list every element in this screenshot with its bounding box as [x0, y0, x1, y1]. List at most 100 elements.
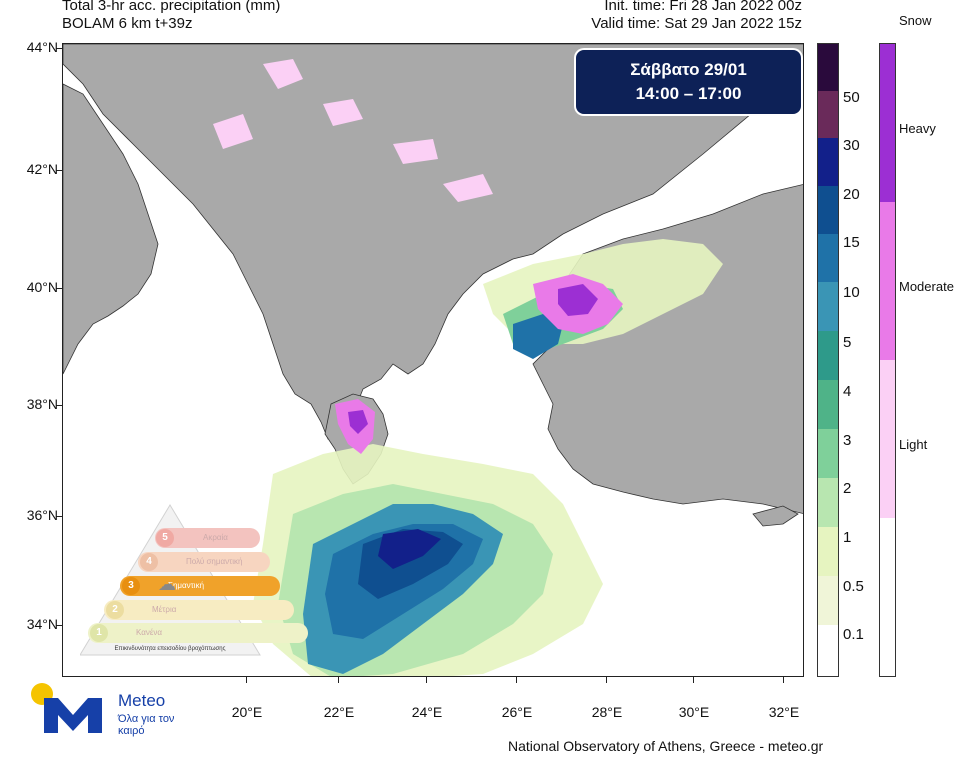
- precip-swatch: [818, 576, 838, 625]
- time-info: Init. time: Fri 28 Jan 2022 00z Valid ti…: [591, 0, 802, 33]
- snow-swatch: [880, 360, 895, 518]
- pyramid-level-4-label: Πολύ σημαντική: [186, 557, 243, 566]
- lon-label-24: 24°E: [411, 704, 443, 720]
- snow-label-moderate: Moderate: [899, 279, 954, 294]
- lon-tick: [783, 677, 784, 683]
- pyramid-level-3-label: Σημαντική: [168, 581, 205, 590]
- precip-label: 5: [843, 334, 852, 351]
- precip-swatch: [818, 625, 838, 675]
- logo-name: Meteo: [118, 691, 166, 710]
- pyramid-level-2: Μέτρια: [104, 600, 294, 620]
- precip-swatch: [818, 138, 838, 186]
- precip-label: 2: [843, 480, 852, 497]
- snow-swatch: [880, 44, 895, 202]
- precip-swatch: [818, 44, 838, 91]
- title-line-2: BOLAM 6 km t+39z: [62, 15, 193, 32]
- precip-swatch: [818, 91, 838, 138]
- snow-light-north-3: [393, 139, 438, 164]
- pyramid-level-5-label: Ακραία: [203, 533, 228, 542]
- pyramid-level-5: Ακραία: [155, 528, 260, 548]
- pyramid-num-5: 5: [156, 529, 174, 547]
- lon-label-26: 26°E: [501, 704, 533, 720]
- lon-tick: [516, 677, 517, 683]
- lon-label-20: 20°E: [231, 704, 263, 720]
- land-turkey: [532, 184, 803, 514]
- precip-swatch: [818, 331, 838, 380]
- precip-label: 4: [843, 383, 852, 400]
- lat-label-36: 36°N: [26, 507, 58, 523]
- lat-label-44: 44°N: [26, 39, 58, 55]
- init-time: Init. time: Fri 28 Jan 2022 00z: [604, 0, 802, 14]
- snow-swatch: [880, 202, 895, 360]
- map-title: Total 3-hr acc. precipitation (mm) BOLAM…: [62, 0, 280, 33]
- precipitation-map: [62, 43, 804, 677]
- precip-20mm: [378, 529, 441, 569]
- lat-label-38: 38°N: [26, 396, 58, 412]
- map-graphic: [63, 44, 803, 676]
- snow-swatch: [880, 518, 895, 676]
- pyramid-caption: Επικινδυνότητα επεισοδίου βροχόπτωσης: [114, 646, 226, 652]
- warning-pyramid: Ακραία 5 Πολύ σημαντική 4 Σημαντική 3 Μέ…: [80, 500, 330, 660]
- precip-label: 15: [843, 234, 860, 251]
- lon-label-22: 22°E: [323, 704, 355, 720]
- lat-label-34: 34°N: [26, 616, 58, 632]
- lat-tick: [56, 288, 62, 289]
- logo-slogan: Όλα για τον καιρό: [118, 713, 175, 737]
- precip-swatch: [818, 186, 838, 234]
- precip-label: 30: [843, 137, 860, 154]
- snow-heavy-pelop: [348, 410, 368, 434]
- pyramid-level-4: Πολύ σημαντική: [138, 552, 270, 572]
- precip-swatch: [818, 282, 838, 331]
- precip-swatch: [818, 234, 838, 282]
- lon-tick: [338, 677, 339, 683]
- precip-label: 0.1: [843, 626, 864, 643]
- snow-light-north-5: [213, 114, 253, 149]
- snow-light-north-4: [443, 174, 493, 202]
- rain-cloud-icon: ☁: [158, 574, 176, 594]
- meteo-logo: Meteo Όλα για τον καιρό: [28, 681, 188, 741]
- valid-time: Valid time: Sat 29 Jan 2022 15z: [591, 15, 802, 32]
- pyramid-num-1: 1: [90, 624, 108, 642]
- lon-label-32: 32°E: [768, 704, 800, 720]
- lon-label-28: 28°E: [591, 704, 623, 720]
- pyramid-num-2: 2: [106, 601, 124, 619]
- forecast-time-range: 14:00 – 17:00: [635, 84, 742, 103]
- lat-tick: [56, 170, 62, 171]
- precip-label: 0.5: [843, 578, 864, 595]
- precip-aegean-blue: [513, 314, 563, 359]
- precip-colorbar: [817, 43, 839, 677]
- pyramid-num-4: 4: [140, 553, 158, 571]
- lat-label-40: 40°N: [26, 279, 58, 295]
- precip-swatch: [818, 380, 838, 429]
- precip-label: 20: [843, 186, 860, 203]
- precip-swatch: [818, 527, 838, 576]
- snow-scale-title: Snow: [899, 13, 932, 28]
- lon-tick: [693, 677, 694, 683]
- lat-tick: [56, 516, 62, 517]
- precip-label: 50: [843, 89, 860, 106]
- lon-tick: [606, 677, 607, 683]
- lat-tick: [56, 405, 62, 406]
- pyramid-level-3: Σημαντική: [120, 576, 280, 596]
- precip-label: 10: [843, 284, 860, 301]
- land-cyprus: [752, 505, 799, 527]
- footer-credit: National Observatory of Athens, Greece -…: [508, 738, 824, 754]
- snow-light-north-2: [323, 99, 363, 126]
- forecast-date-box: Σάββατο 29/01 14:00 – 17:00: [576, 50, 801, 114]
- precip-label: 3: [843, 432, 852, 449]
- snow-label-light: Light: [899, 437, 928, 452]
- precip-swatch: [818, 478, 838, 527]
- precip-swatch: [818, 429, 838, 478]
- pyramid-level-1: Κανένα: [88, 623, 308, 643]
- lon-label-30: 30°E: [678, 704, 710, 720]
- lat-tick: [56, 625, 62, 626]
- precip-label: 1: [843, 529, 852, 546]
- forecast-day: Σάββατο 29/01: [630, 60, 747, 79]
- meteo-m-icon: [44, 698, 102, 733]
- pyramid-level-1-label: Κανένα: [136, 628, 163, 637]
- lon-tick: [246, 677, 247, 683]
- snow-heavy-marmara: [558, 284, 598, 316]
- pyramid-level-2-label: Μέτρια: [152, 605, 177, 614]
- title-line-1: Total 3-hr acc. precipitation (mm): [62, 0, 281, 14]
- lat-label-42: 42°N: [26, 161, 58, 177]
